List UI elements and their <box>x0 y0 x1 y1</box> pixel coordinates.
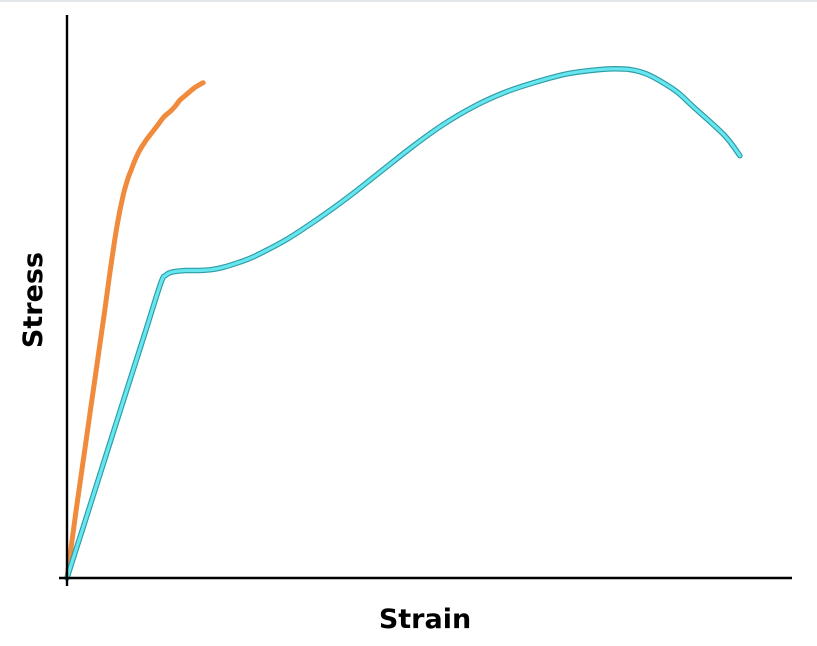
series-2-stroke <box>65 67 742 580</box>
series-2-outline <box>64 66 743 581</box>
x-axis-title: Strain <box>379 604 471 635</box>
y-axis-title: Stress <box>18 252 49 348</box>
plot-area <box>64 66 743 581</box>
top-divider <box>0 0 817 2</box>
series-1-stroke <box>64 80 206 581</box>
series-2-line <box>64 66 743 581</box>
series-1-line <box>64 80 206 581</box>
